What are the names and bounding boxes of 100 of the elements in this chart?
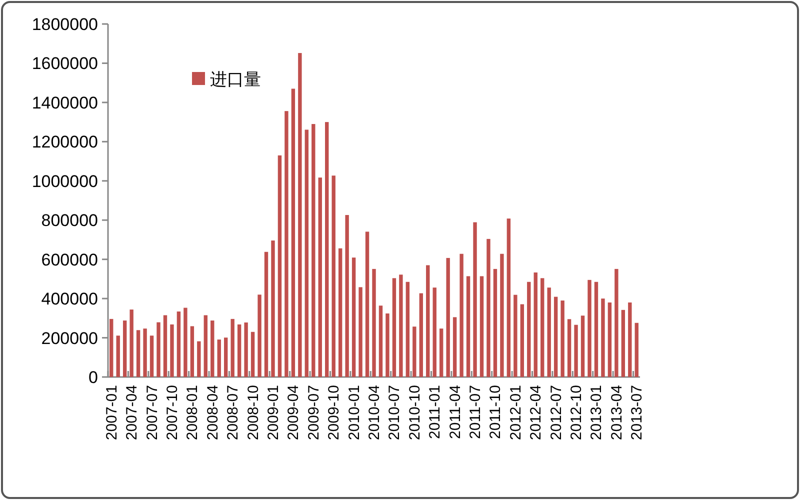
- y-tick-label: 1800000: [32, 15, 98, 34]
- x-tick-label: 2012-07: [548, 385, 565, 440]
- bar: [621, 310, 626, 377]
- x-tick-label: 2009-07: [305, 385, 322, 440]
- y-tick-label: 200000: [41, 328, 98, 348]
- x-tick-label: 2011-04: [446, 385, 464, 439]
- bar: [506, 218, 511, 377]
- bar: [298, 53, 302, 377]
- bar: [150, 336, 154, 377]
- bar: [352, 258, 356, 377]
- bar: [110, 318, 114, 377]
- bar: [608, 302, 612, 377]
- x-tick-label: 2008-10: [244, 385, 262, 440]
- bar: [312, 124, 316, 377]
- bar: [460, 254, 464, 377]
- bar: [601, 298, 605, 377]
- bar: [258, 294, 262, 377]
- bar: [426, 265, 430, 377]
- bar: [217, 340, 221, 377]
- bar: [446, 258, 450, 377]
- bar: [230, 318, 234, 377]
- bar: [291, 88, 296, 377]
- bar: [480, 276, 484, 377]
- bar: [345, 215, 349, 377]
- bar: [527, 282, 531, 377]
- bar: [473, 222, 477, 377]
- bar: [634, 322, 638, 377]
- y-tick-label: 1600000: [32, 54, 98, 74]
- bar: [278, 155, 282, 377]
- bar: [116, 336, 120, 377]
- bar: [412, 326, 416, 377]
- bar: [338, 248, 342, 377]
- y-tick-label: 0: [88, 368, 98, 387]
- bar: [372, 268, 376, 377]
- bar: [406, 282, 410, 377]
- x-tick-label: 2007-10: [164, 385, 181, 440]
- x-tick-label: 2007-01: [103, 385, 120, 440]
- bar: [567, 319, 572, 377]
- bar: [540, 278, 544, 377]
- x-tick-label: 2013-07: [628, 385, 646, 440]
- x-tick-label: 2008-01: [184, 385, 202, 440]
- x-tick-label: 2010-01: [346, 385, 363, 440]
- bar: [197, 341, 201, 377]
- bar: [163, 315, 168, 377]
- bar: [271, 240, 275, 377]
- legend-label: 进口量: [210, 70, 261, 89]
- bar: [399, 274, 403, 377]
- bar: [143, 328, 147, 377]
- x-tick-label: 2011-07: [467, 385, 484, 439]
- bar: [466, 276, 470, 377]
- bar: [176, 312, 181, 377]
- y-tick-label: 400000: [41, 290, 98, 309]
- x-tick-label: 2007-04: [124, 385, 141, 440]
- bar: [224, 338, 228, 377]
- bar: [204, 315, 208, 377]
- bar: [170, 324, 174, 377]
- x-tick-label: 2012-10: [568, 385, 586, 440]
- bar: [122, 320, 127, 377]
- bar: [419, 293, 423, 377]
- bar: [560, 300, 564, 377]
- bar: [136, 330, 140, 377]
- bar: [237, 324, 242, 377]
- x-tick-label: 2010-04: [366, 385, 383, 440]
- bar: [547, 288, 551, 377]
- bar: [210, 320, 214, 377]
- bar: [156, 322, 160, 377]
- y-tick-label: 1000000: [32, 172, 98, 191]
- x-tick-label: 2012-04: [528, 385, 545, 440]
- x-tick-label: 2013-01: [588, 385, 606, 440]
- bar: [184, 308, 188, 377]
- bar: [554, 296, 558, 377]
- bar: [332, 176, 336, 377]
- x-tick-label: 2009-10: [326, 385, 343, 440]
- bar: [500, 254, 504, 377]
- bar: [304, 130, 309, 377]
- bar: [520, 304, 524, 377]
- bar: [588, 280, 592, 377]
- y-tick-label: 600000: [41, 250, 98, 270]
- x-tick-label: 2009-04: [285, 385, 302, 440]
- bar: [574, 324, 578, 377]
- x-tick-label: 2008-07: [224, 385, 242, 440]
- bar: [439, 328, 444, 377]
- x-tick-label: 2007-07: [144, 385, 161, 440]
- x-tick-label: 2008-04: [204, 385, 222, 440]
- bar: [358, 287, 362, 377]
- bar: [514, 294, 518, 377]
- bar: [432, 288, 436, 377]
- x-tick-label: 2010-07: [386, 385, 404, 440]
- bar: [614, 268, 618, 377]
- bar: [378, 306, 383, 377]
- x-tick-label: 2010-10: [406, 385, 424, 440]
- bar: [534, 272, 538, 377]
- bar: [493, 268, 498, 377]
- bar: [594, 282, 598, 377]
- bar: [244, 322, 248, 377]
- x-tick-label: 2011-10: [487, 385, 504, 439]
- x-tick-label: 2013-04: [608, 385, 626, 440]
- bar: [190, 326, 194, 377]
- bar: [365, 232, 370, 377]
- y-tick-label: 800000: [41, 211, 98, 230]
